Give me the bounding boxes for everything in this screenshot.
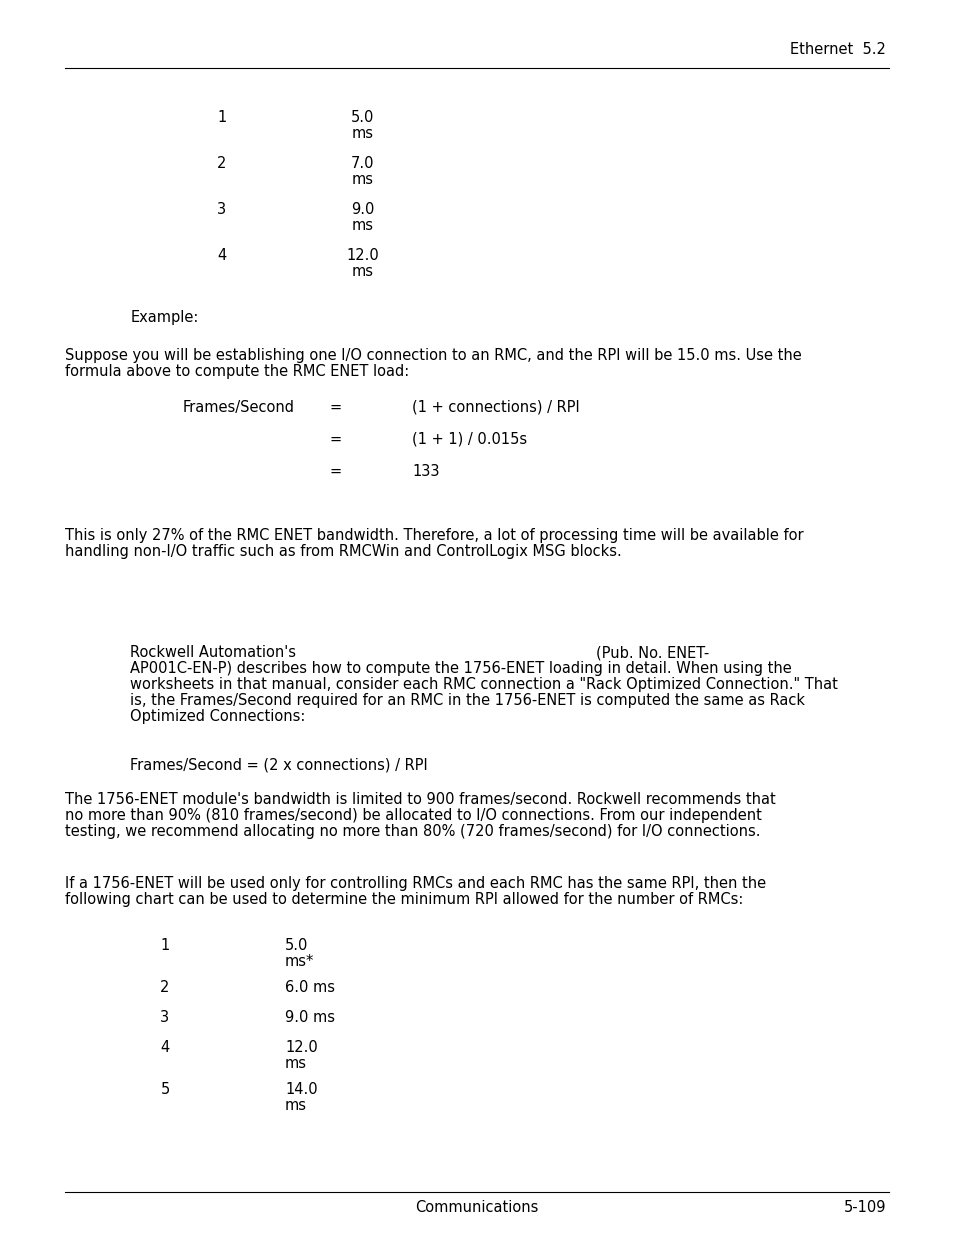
Text: following chart can be used to determine the minimum RPI allowed for the number : following chart can be used to determine… [65, 892, 742, 906]
Text: 2: 2 [160, 981, 170, 995]
Text: (Pub. No. ENET-: (Pub. No. ENET- [596, 645, 708, 659]
Text: no more than 90% (810 frames/second) be allocated to I/O connections. From our i: no more than 90% (810 frames/second) be … [65, 808, 761, 823]
Text: 7.0: 7.0 [351, 156, 375, 170]
Text: ms: ms [352, 172, 374, 186]
Text: ms: ms [352, 126, 374, 141]
Text: 3: 3 [217, 203, 226, 217]
Text: 12.0: 12.0 [346, 248, 379, 263]
Text: 5.0: 5.0 [285, 939, 308, 953]
Text: This is only 27% of the RMC ENET bandwidth. Therefore, a lot of processing time : This is only 27% of the RMC ENET bandwid… [65, 529, 802, 543]
Text: is, the Frames/Second required for an RMC in the 1756-ENET is computed the same : is, the Frames/Second required for an RM… [130, 693, 804, 708]
Text: =: = [330, 464, 342, 479]
Text: =: = [330, 432, 342, 447]
Text: testing, we recommend allocating no more than 80% (720 frames/second) for I/O co: testing, we recommend allocating no more… [65, 824, 760, 839]
Text: 133: 133 [412, 464, 439, 479]
Text: ms: ms [285, 1098, 307, 1113]
Text: handling non-I/O traffic such as from RMCWin and ControlLogix MSG blocks.: handling non-I/O traffic such as from RM… [65, 543, 621, 559]
Text: ms: ms [285, 1056, 307, 1071]
Text: worksheets in that manual, consider each RMC connection a "Rack Optimized Connec: worksheets in that manual, consider each… [130, 677, 837, 692]
Text: 4: 4 [160, 1040, 170, 1055]
Text: ms: ms [352, 264, 374, 279]
Text: =: = [330, 400, 342, 415]
Text: Optimized Connections:: Optimized Connections: [130, 709, 305, 724]
Text: 12.0: 12.0 [285, 1040, 317, 1055]
Text: 1: 1 [217, 110, 227, 125]
Text: Example:: Example: [131, 310, 199, 325]
Text: formula above to compute the RMC ENET load:: formula above to compute the RMC ENET lo… [65, 364, 409, 379]
Text: ms: ms [352, 219, 374, 233]
Text: Frames/Second = (2 x connections) / RPI: Frames/Second = (2 x connections) / RPI [130, 758, 427, 773]
Text: 9.0 ms: 9.0 ms [285, 1010, 335, 1025]
Text: (1 + 1) / 0.015s: (1 + 1) / 0.015s [412, 432, 527, 447]
Text: 9.0: 9.0 [351, 203, 375, 217]
Text: Frames/Second: Frames/Second [183, 400, 294, 415]
Text: Communications: Communications [415, 1200, 538, 1215]
Text: Ethernet  5.2: Ethernet 5.2 [789, 42, 885, 58]
Text: 5-109: 5-109 [842, 1200, 885, 1215]
Text: 4: 4 [217, 248, 227, 263]
Text: 14.0: 14.0 [285, 1082, 317, 1097]
Text: ms*: ms* [285, 953, 314, 969]
Text: Rockwell Automation's: Rockwell Automation's [130, 645, 295, 659]
Text: The 1756-ENET module's bandwidth is limited to 900 frames/second. Rockwell recom: The 1756-ENET module's bandwidth is limi… [65, 792, 775, 806]
Text: 3: 3 [160, 1010, 170, 1025]
Text: (1 + connections) / RPI: (1 + connections) / RPI [412, 400, 579, 415]
Text: 2: 2 [217, 156, 227, 170]
Text: 5.0: 5.0 [351, 110, 375, 125]
Text: 5: 5 [160, 1082, 170, 1097]
Text: If a 1756-ENET will be used only for controlling RMCs and each RMC has the same : If a 1756-ENET will be used only for con… [65, 876, 765, 890]
Text: Suppose you will be establishing one I/O connection to an RMC, and the RPI will : Suppose you will be establishing one I/O… [65, 348, 801, 363]
Text: 1: 1 [160, 939, 170, 953]
Text: AP001C-EN-P) describes how to compute the 1756-ENET loading in detail. When usin: AP001C-EN-P) describes how to compute th… [130, 661, 791, 676]
Text: 6.0 ms: 6.0 ms [285, 981, 335, 995]
